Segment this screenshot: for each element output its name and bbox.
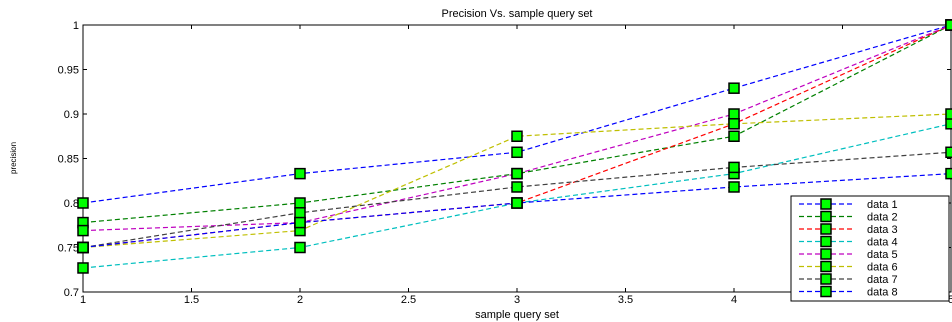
legend-label: data 2 — [867, 212, 898, 224]
data-point-marker — [511, 181, 523, 193]
series-line-2 — [82, 24, 952, 224]
x-tick-label: 4 — [731, 294, 737, 306]
series-line-1 — [82, 24, 952, 204]
legend-swatch-marker — [820, 235, 832, 248]
series-line-4 — [82, 123, 952, 269]
legend-swatch-marker — [820, 223, 832, 235]
data-point-marker — [945, 118, 952, 130]
series-line-6 — [82, 113, 952, 249]
y-tick-label: 0.75 — [58, 243, 79, 255]
data-point-marker — [945, 146, 952, 159]
legend-box — [790, 195, 950, 302]
legend-label: data 3 — [867, 224, 898, 236]
data-point-marker — [728, 82, 740, 94]
y-axis-label: precision — [9, 142, 18, 174]
data-point-marker — [294, 197, 306, 209]
x-tick-label: 5 — [948, 294, 952, 306]
data-point-marker — [77, 241, 89, 254]
x-axis-label: sample query set — [475, 309, 559, 321]
data-point-marker — [77, 224, 89, 237]
y-tick-label: 0.8 — [64, 198, 79, 210]
y-tick-label: 0.9 — [64, 109, 79, 121]
legend-label: data 5 — [867, 249, 898, 261]
legend-label: data 4 — [867, 237, 898, 249]
data-point-marker — [728, 108, 740, 120]
y-tick-label: 0.95 — [58, 65, 79, 77]
x-tick-label: 2.5 — [401, 294, 416, 306]
series-line-5 — [82, 24, 952, 232]
data-point-marker — [728, 118, 740, 130]
plot-area: 1 1.5 2 2.5 3 3.5 4 5 0.7 0.75 0.8 0.85 0.9 0.95 1 — [58, 19, 952, 306]
data-point-marker — [945, 19, 952, 31]
legend-swatch-marker — [820, 248, 832, 260]
x-tick-label: 3.5 — [618, 294, 633, 306]
x-tick-label: 1.5 — [184, 294, 199, 306]
data-point-marker — [945, 108, 952, 120]
legend-label: data 1 — [867, 199, 898, 211]
y-tick-label: 0.7 — [64, 287, 79, 299]
legend-swatch-marker — [820, 198, 832, 210]
x-tick-label: 3 — [514, 294, 520, 306]
data-point-marker — [511, 167, 523, 180]
x-tick-label: 2 — [297, 294, 303, 306]
chart-title: Precision Vs. sample query set — [441, 8, 592, 20]
data-point-marker — [511, 130, 523, 142]
legend-swatch-marker — [820, 285, 832, 298]
y-tick-label: 0.85 — [58, 154, 79, 166]
data-point-marker — [294, 241, 306, 254]
y-tick-label: 1 — [73, 20, 79, 32]
data-point-marker — [77, 197, 89, 209]
data-point-marker — [294, 216, 306, 229]
data-point-marker — [728, 181, 740, 193]
data-point-marker — [511, 197, 523, 209]
legend-label: data 6 — [867, 262, 898, 274]
legend-swatch-marker — [820, 210, 832, 223]
x-tick-label: 1 — [80, 294, 86, 306]
legend-label: data 7 — [867, 274, 898, 286]
data-point-marker — [945, 167, 952, 180]
legend-swatch-marker — [820, 260, 832, 273]
data-point-marker — [294, 167, 306, 180]
data-point-marker — [77, 262, 89, 274]
data-point-marker — [511, 146, 523, 159]
legend-label: data 8 — [867, 287, 898, 299]
data-point-marker — [728, 130, 740, 142]
series-line-7 — [82, 151, 952, 249]
data-point-marker — [294, 207, 306, 219]
data-point-marker — [728, 161, 740, 174]
legend-swatch-marker — [820, 273, 832, 285]
